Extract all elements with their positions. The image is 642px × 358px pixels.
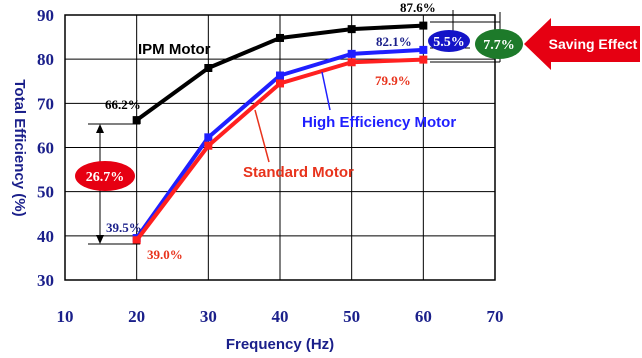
gap-total-badge (75, 161, 135, 191)
x-tick-label: 20 (128, 307, 145, 326)
y-tick-label: 70 (37, 94, 54, 113)
x-tick-label: 70 (487, 307, 504, 326)
gap-marker-right: 5.5% 7.7% (428, 10, 523, 63)
y-tick-label: 40 (37, 227, 54, 246)
data-point-ipm-motor (347, 25, 356, 34)
saving-effect-arrow-shape (524, 18, 640, 70)
data-label-ipm-20: 66.2% (105, 97, 141, 112)
x-tick-labels: 10 20 30 40 50 60 70 (57, 307, 504, 326)
gap-high-text: 5.5% (433, 35, 465, 50)
y-tick-label: 30 (37, 271, 54, 290)
data-label-ipm-60: 87.6% (400, 0, 436, 15)
data-point-high-efficiency-motor (204, 133, 213, 142)
series-label-standard: Standard Motor (243, 164, 354, 181)
x-tick-label: 50 (343, 307, 360, 326)
series-group (132, 21, 428, 245)
grid (65, 15, 495, 280)
data-point-high-efficiency-motor (276, 71, 284, 80)
data-point-standard-motor (419, 55, 428, 64)
gap-standard-badge (475, 29, 523, 59)
gap-high-badge (428, 30, 470, 52)
gap-marker-total: 26.7% (75, 123, 140, 245)
data-point-standard-motor (347, 58, 356, 67)
data-label-standard-60: 79.9% (375, 73, 411, 88)
gap-total-arrow-up (96, 124, 104, 133)
x-axis-title: Frequency (Hz) (226, 336, 334, 353)
gap-total-arrow-down (96, 235, 104, 244)
x-tick-label: 40 (272, 307, 289, 326)
pointer-standard (254, 109, 270, 163)
data-point-ipm-motor (276, 33, 284, 42)
data-point-ipm-motor (419, 21, 428, 30)
saving-effect-text: Saving Effect (549, 36, 638, 52)
data-point-standard-motor (276, 79, 284, 88)
data-label-high-60: 82.1% (376, 34, 412, 49)
y-tick-label: 80 (37, 50, 54, 69)
y-tick-label: 90 (37, 6, 54, 25)
x-tick-label: 60 (415, 307, 432, 326)
x-tick-label: 10 (57, 307, 74, 326)
series-label-high: High Efficiency Motor (302, 114, 456, 131)
saving-effect-arrow: Saving Effect (524, 18, 640, 70)
data-point-high-efficiency-motor (347, 49, 356, 58)
data-label-standard-20: 39.0% (147, 247, 183, 262)
data-point-ipm-motor (132, 116, 141, 125)
gap-total-text: 26.7% (86, 170, 125, 185)
data-point-high-efficiency-motor (419, 45, 428, 54)
y-axis-title: Total Efficiency (%) (11, 79, 28, 216)
y-tick-label: 50 (37, 183, 54, 202)
y-tick-label: 60 (37, 139, 54, 158)
y-tick-labels: 30 40 50 60 70 80 90 (37, 6, 54, 290)
gap-standard-text: 7.7% (483, 38, 515, 53)
data-point-standard-motor (204, 141, 213, 150)
data-point-standard-motor (132, 236, 141, 245)
pointer-high (321, 71, 331, 111)
series-label-ipm: IPM Motor (138, 41, 211, 58)
data-label-high-20: 39.5% (106, 220, 142, 235)
data-point-ipm-motor (204, 64, 213, 72)
x-tick-label: 30 (200, 307, 217, 326)
